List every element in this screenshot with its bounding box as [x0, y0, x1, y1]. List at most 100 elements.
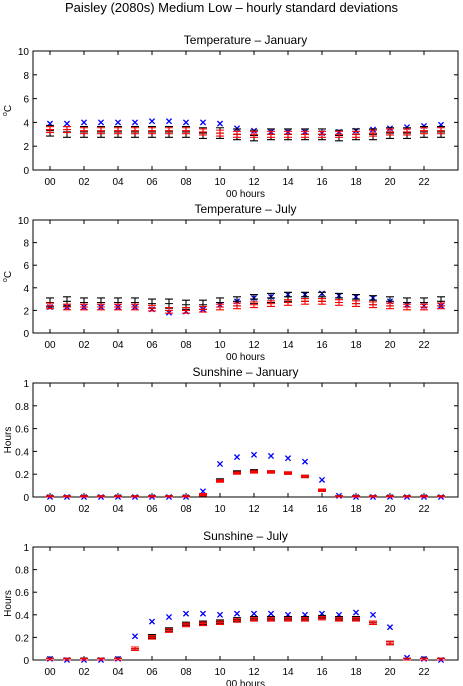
y-tick-label: 8 [23, 239, 29, 250]
data-point-errorbar [80, 657, 88, 661]
data-point-errorbar [80, 495, 88, 498]
x-tick-label: 00 [44, 667, 56, 678]
data-point-cross [267, 452, 275, 460]
data-point-cross [318, 476, 326, 483]
y-axis-label: Hours [3, 427, 14, 454]
x-tick-label: 18 [350, 667, 362, 678]
data-point-errorbar [420, 657, 428, 661]
data-point-errorbar [165, 127, 173, 135]
y-tick-label: 0.6 [15, 588, 29, 599]
x-tick-label: 00 [44, 177, 56, 188]
data-point-errorbar [216, 479, 224, 483]
data-point-errorbar [80, 297, 88, 308]
y-axis-label: oC [2, 271, 14, 282]
y-tick-label: 8 [23, 71, 29, 82]
figure-title: Paisley (2080s) Medium Low – hourly stan… [64, 0, 399, 15]
data-point-errorbar [267, 470, 275, 474]
data-point-cross [182, 119, 190, 126]
data-point-errorbar [131, 646, 139, 651]
y-tick-label: 0.8 [15, 566, 29, 577]
data-point-errorbar [114, 297, 122, 308]
y-tick-label: 0.2 [15, 470, 29, 481]
data-point-errorbar [369, 295, 377, 306]
data-point-cross [216, 120, 224, 127]
data-point-errorbar [352, 130, 360, 138]
x-tick-label: 10 [214, 667, 226, 678]
chart-title: Temperature – July [194, 202, 296, 216]
chart-title: Sunshine – July [203, 529, 288, 543]
data-point-cross [233, 454, 241, 461]
plot-frame [32, 219, 459, 334]
y-tick-label: 0 [23, 329, 29, 340]
data-point-errorbar [63, 126, 71, 134]
x-tick-label: 22 [418, 504, 430, 515]
data-point-errorbar [233, 302, 241, 310]
plot-frame [32, 50, 459, 171]
x-axis-label: 00 hours [226, 189, 265, 200]
data-point-errorbar [182, 307, 190, 314]
data-point-errorbar [182, 622, 190, 628]
x-tick-label: 08 [180, 504, 192, 515]
data-point-errorbar [199, 299, 207, 310]
y-axis-label: oC [2, 105, 14, 116]
x-tick-label: 04 [112, 177, 124, 188]
data-point-errorbar [250, 301, 258, 309]
data-point-errorbar [63, 296, 71, 307]
x-tick-label: 16 [316, 340, 328, 351]
data-point-errorbar [97, 297, 105, 308]
data-point-errorbar [250, 617, 258, 622]
data-point-errorbar [420, 297, 428, 308]
data-point-cross [233, 610, 241, 617]
x-tick-label: 22 [418, 667, 430, 678]
data-point-errorbar [335, 495, 343, 498]
x-tick-label: 18 [350, 340, 362, 351]
data-point-errorbar [386, 128, 394, 136]
data-point-errorbar [301, 130, 309, 138]
y-tick-label: 0.6 [15, 425, 29, 436]
y-tick-label: 0.8 [15, 402, 29, 413]
x-tick-label: 20 [384, 340, 396, 351]
x-tick-label: 16 [316, 177, 328, 188]
x-tick-label: 02 [78, 667, 90, 678]
x-tick-label: 10 [214, 177, 226, 188]
y-tick-label: 0.4 [15, 447, 29, 458]
data-point-errorbar [233, 618, 241, 623]
x-tick-label: 12 [248, 667, 260, 678]
data-point-errorbar [250, 130, 258, 138]
data-point-errorbar [386, 495, 394, 498]
data-point-cross [80, 119, 88, 126]
data-point-errorbar [369, 495, 377, 498]
x-tick-label: 20 [384, 667, 396, 678]
data-point-errorbar [403, 303, 411, 311]
data-point-errorbar [352, 495, 360, 498]
x-tick-label: 18 [350, 504, 362, 515]
data-point-errorbar [420, 127, 428, 135]
data-point-errorbar [165, 495, 173, 498]
data-point-errorbar [97, 657, 105, 661]
data-point-errorbar [46, 126, 54, 134]
data-point-errorbar [199, 128, 207, 136]
x-tick-label: 10 [214, 504, 226, 515]
x-tick-label: 20 [384, 504, 396, 515]
data-point-cross [267, 610, 275, 617]
data-point-errorbar [301, 297, 309, 305]
data-point-errorbar [80, 127, 88, 135]
data-point-cross [131, 119, 139, 126]
x-tick-label: 14 [282, 504, 294, 515]
data-point-errorbar [284, 471, 292, 475]
data-point-errorbar [318, 297, 326, 305]
x-tick-label: 14 [282, 667, 294, 678]
data-point-errorbar [63, 303, 71, 311]
data-point-cross [97, 119, 105, 126]
data-point-cross [131, 633, 139, 640]
x-tick-label: 06 [146, 177, 158, 188]
data-point-cross [352, 609, 360, 616]
data-point-errorbar [437, 495, 445, 498]
y-axis-label: Hours [3, 590, 14, 617]
y-tick-label: 0 [23, 166, 29, 177]
data-point-errorbar [386, 640, 394, 646]
x-tick-label: 10 [214, 340, 226, 351]
data-point-errorbar [403, 128, 411, 136]
x-tick-label: 22 [418, 177, 430, 188]
